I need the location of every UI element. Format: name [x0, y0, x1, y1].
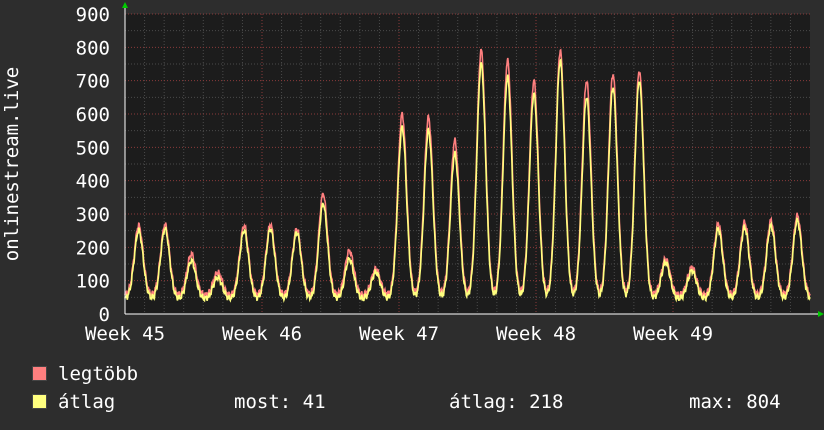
- legend-swatch-max: [32, 366, 47, 381]
- y-tick-label: 600: [76, 104, 110, 126]
- y-axis-label: onlinestream.live: [1, 67, 23, 261]
- stat-max: max: 804: [689, 391, 781, 413]
- x-tick-label: Week 47: [359, 323, 439, 345]
- y-axis-arrow-icon: [122, 2, 128, 8]
- x-tick-label: Week 49: [633, 323, 713, 345]
- series-line-avg: [124, 58, 811, 303]
- stat-current: most: 41: [234, 391, 326, 413]
- y-tick-label: 200: [76, 237, 110, 259]
- legend-label-avg: átlag: [58, 391, 116, 413]
- x-tick-label: Week 46: [222, 323, 302, 345]
- legend-label-max: legtöbb: [58, 363, 139, 385]
- y-tick-label: 100: [76, 271, 110, 293]
- y-tick-label: 500: [76, 137, 110, 159]
- stat-average: átlag: 218: [449, 391, 564, 413]
- x-axis-arrow-icon: [818, 311, 824, 317]
- y-tick-label: 900: [76, 4, 110, 26]
- y-tick-label: 300: [76, 204, 110, 226]
- x-tick-label: Week 48: [496, 323, 576, 345]
- y-tick-label: 0: [99, 304, 110, 326]
- y-tick-label: 400: [76, 171, 110, 193]
- y-tick-label: 700: [76, 71, 110, 93]
- traffic-chart: 0 100 200 300 400 500 600 700 800 900 Week 45 Week …: [1, 2, 824, 345]
- x-tick-label: Week 45: [85, 323, 165, 345]
- y-tick-label: 800: [76, 37, 110, 59]
- legend-swatch-avg: [32, 394, 47, 409]
